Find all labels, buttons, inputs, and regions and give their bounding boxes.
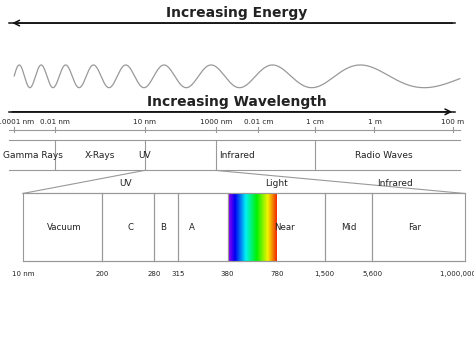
Text: 1 cm: 1 cm: [306, 119, 324, 125]
Text: Increasing Energy: Increasing Energy: [166, 6, 308, 20]
Text: UV: UV: [119, 179, 131, 189]
Text: 1 m: 1 m: [367, 119, 382, 125]
Text: 1,000,000 nm: 1,000,000 nm: [440, 271, 474, 277]
Text: 0.01 cm: 0.01 cm: [244, 119, 273, 125]
Text: 0.01 nm: 0.01 nm: [39, 119, 70, 125]
Text: 200: 200: [95, 271, 109, 277]
Text: Infrared: Infrared: [377, 179, 412, 189]
Text: 0.0001 nm: 0.0001 nm: [0, 119, 34, 125]
Text: Increasing Wavelength: Increasing Wavelength: [147, 95, 327, 109]
Text: X-Rays: X-Rays: [84, 151, 115, 160]
Text: 780: 780: [271, 271, 284, 277]
Text: Vacuum: Vacuum: [46, 223, 82, 232]
Text: 315: 315: [171, 271, 184, 277]
Text: 280: 280: [147, 271, 161, 277]
Text: UV: UV: [138, 151, 151, 160]
Text: 10 nm: 10 nm: [133, 119, 156, 125]
Text: Near: Near: [274, 223, 295, 232]
Text: Light: Light: [265, 179, 287, 189]
Text: 5,600: 5,600: [362, 271, 382, 277]
Text: 1000 nm: 1000 nm: [200, 119, 232, 125]
Text: B: B: [161, 223, 166, 232]
Text: Gamma Rays: Gamma Rays: [3, 151, 63, 160]
Text: 10 nm: 10 nm: [11, 271, 34, 277]
Text: Radio Waves: Radio Waves: [355, 151, 413, 160]
Text: C: C: [128, 223, 133, 232]
Text: 100 m: 100 m: [441, 119, 464, 125]
Text: 380: 380: [221, 271, 234, 277]
Text: 1,500: 1,500: [315, 271, 335, 277]
Text: Mid: Mid: [341, 223, 356, 232]
Text: A: A: [189, 223, 195, 232]
Text: Far: Far: [408, 223, 421, 232]
Text: Infrared: Infrared: [219, 151, 255, 160]
